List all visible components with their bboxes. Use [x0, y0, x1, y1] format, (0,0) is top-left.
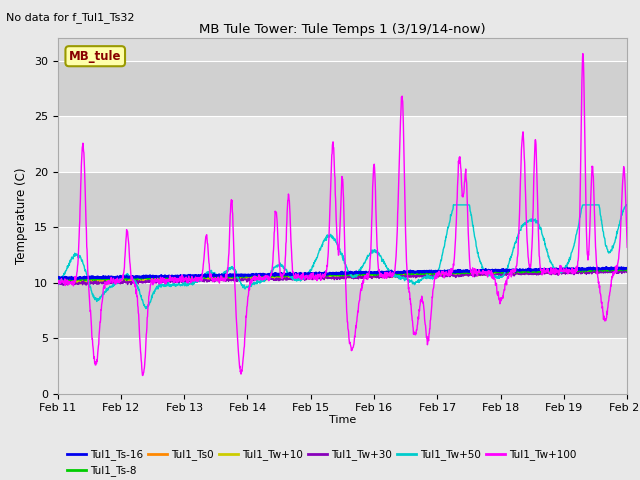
- Tul1_Tw+50: [289, 276, 297, 281]
- Tul1_Tw+30: [287, 276, 294, 282]
- Tul1_Tw+10: [614, 267, 621, 273]
- Tul1_Ts0: [617, 266, 625, 272]
- Tul1_Ts0: [267, 274, 275, 280]
- Tul1_Tw+10: [289, 275, 297, 281]
- Tul1_Tw+10: [267, 275, 275, 281]
- Tul1_Tw+100: [443, 269, 451, 275]
- Tul1_Ts-16: [86, 276, 94, 281]
- Tul1_Tw+10: [86, 279, 94, 285]
- Tul1_Ts-16: [623, 265, 631, 271]
- Tul1_Ts-8: [267, 274, 275, 280]
- Y-axis label: Temperature (C): Temperature (C): [15, 168, 28, 264]
- Tul1_Tw+30: [623, 268, 631, 274]
- Tul1_Tw+30: [267, 276, 275, 281]
- Tul1_Ts-16: [287, 273, 294, 278]
- Tul1_Ts0: [289, 273, 297, 279]
- Tul1_Tw+30: [443, 272, 451, 278]
- Bar: [58, 116, 627, 171]
- Tul1_Ts-16: [54, 274, 61, 280]
- Tul1_Ts0: [54, 278, 61, 284]
- Tul1_Ts-8: [175, 274, 183, 280]
- Bar: [58, 283, 627, 338]
- Line: Tul1_Tw+100: Tul1_Tw+100: [58, 54, 627, 375]
- Tul1_Tw+50: [287, 274, 294, 280]
- Tul1_Tw+10: [623, 269, 631, 275]
- Tul1_Ts-8: [443, 270, 451, 276]
- Tul1_Tw+30: [54, 281, 61, 287]
- Tul1_Tw+10: [54, 279, 61, 285]
- Line: Tul1_Tw+30: Tul1_Tw+30: [58, 270, 627, 285]
- Tul1_Tw+100: [623, 244, 631, 250]
- Bar: [58, 171, 627, 227]
- Tul1_Ts0: [86, 278, 94, 284]
- Tul1_Ts-16: [443, 268, 451, 274]
- Line: Tul1_Tw+50: Tul1_Tw+50: [58, 205, 627, 309]
- Tul1_Tw+100: [175, 276, 183, 282]
- Tul1_Tw+50: [54, 279, 61, 285]
- Tul1_Ts-16: [60, 276, 68, 282]
- Line: Tul1_Ts0: Tul1_Ts0: [58, 269, 627, 283]
- Tul1_Tw+100: [139, 372, 147, 378]
- Tul1_Ts-8: [56, 278, 63, 284]
- Tul1_Tw+30: [86, 281, 94, 287]
- Tul1_Ts-8: [54, 276, 61, 282]
- Line: Tul1_Ts-8: Tul1_Ts-8: [58, 268, 627, 281]
- Tul1_Tw+50: [175, 282, 183, 288]
- Title: MB Tule Tower: Tule Temps 1 (3/19/14-now): MB Tule Tower: Tule Temps 1 (3/19/14-now…: [199, 23, 486, 36]
- Tul1_Ts0: [443, 271, 451, 277]
- Tul1_Tw+100: [289, 269, 297, 275]
- Tul1_Ts0: [79, 280, 86, 286]
- Text: No data for f_Tul1_Ts32: No data for f_Tul1_Ts32: [6, 12, 135, 23]
- Tul1_Ts-8: [616, 265, 624, 271]
- Tul1_Tw+30: [621, 267, 629, 273]
- Tul1_Tw+50: [267, 270, 275, 276]
- Tul1_Tw+10: [287, 276, 294, 281]
- Bar: [58, 338, 627, 394]
- Tul1_Tw+100: [86, 309, 94, 314]
- Tul1_Tw+30: [289, 276, 297, 281]
- Tul1_Tw+10: [175, 278, 183, 284]
- Tul1_Tw+100: [287, 220, 294, 226]
- Tul1_Ts-8: [86, 276, 94, 282]
- Tul1_Ts-16: [175, 274, 183, 280]
- Tul1_Tw+50: [449, 202, 457, 208]
- Line: Tul1_Tw+10: Tul1_Tw+10: [58, 270, 627, 284]
- Legend: Tul1_Ts-16, Tul1_Ts-8, Tul1_Ts0, Tul1_Tw+10, Tul1_Tw+30, Tul1_Tw+50, Tul1_Tw+100: Tul1_Ts-16, Tul1_Ts-8, Tul1_Ts0, Tul1_Tw…: [63, 445, 580, 480]
- Tul1_Ts0: [287, 274, 294, 279]
- Tul1_Ts0: [175, 276, 183, 281]
- Line: Tul1_Ts-16: Tul1_Ts-16: [58, 267, 627, 279]
- Tul1_Tw+50: [623, 202, 631, 208]
- Tul1_Ts-16: [289, 272, 297, 277]
- Tul1_Tw+10: [443, 272, 451, 277]
- Text: MB_tule: MB_tule: [69, 50, 122, 63]
- Tul1_Ts-16: [602, 264, 610, 270]
- Bar: [58, 60, 627, 116]
- Tul1_Ts-16: [267, 271, 275, 277]
- Tul1_Tw+10: [77, 281, 84, 287]
- Tul1_Ts-8: [623, 266, 631, 272]
- Tul1_Tw+100: [267, 273, 275, 278]
- Tul1_Tw+50: [86, 284, 94, 289]
- Tul1_Tw+50: [142, 306, 150, 312]
- Tul1_Tw+50: [443, 232, 451, 238]
- Tul1_Tw+30: [175, 279, 183, 285]
- X-axis label: Time: Time: [329, 415, 356, 425]
- Tul1_Tw+100: [579, 51, 587, 57]
- Tul1_Ts0: [623, 267, 631, 273]
- Tul1_Ts-8: [289, 272, 297, 277]
- Tul1_Ts-8: [287, 273, 294, 278]
- Tul1_Tw+100: [54, 282, 61, 288]
- Bar: [58, 227, 627, 283]
- Tul1_Tw+30: [60, 282, 67, 288]
